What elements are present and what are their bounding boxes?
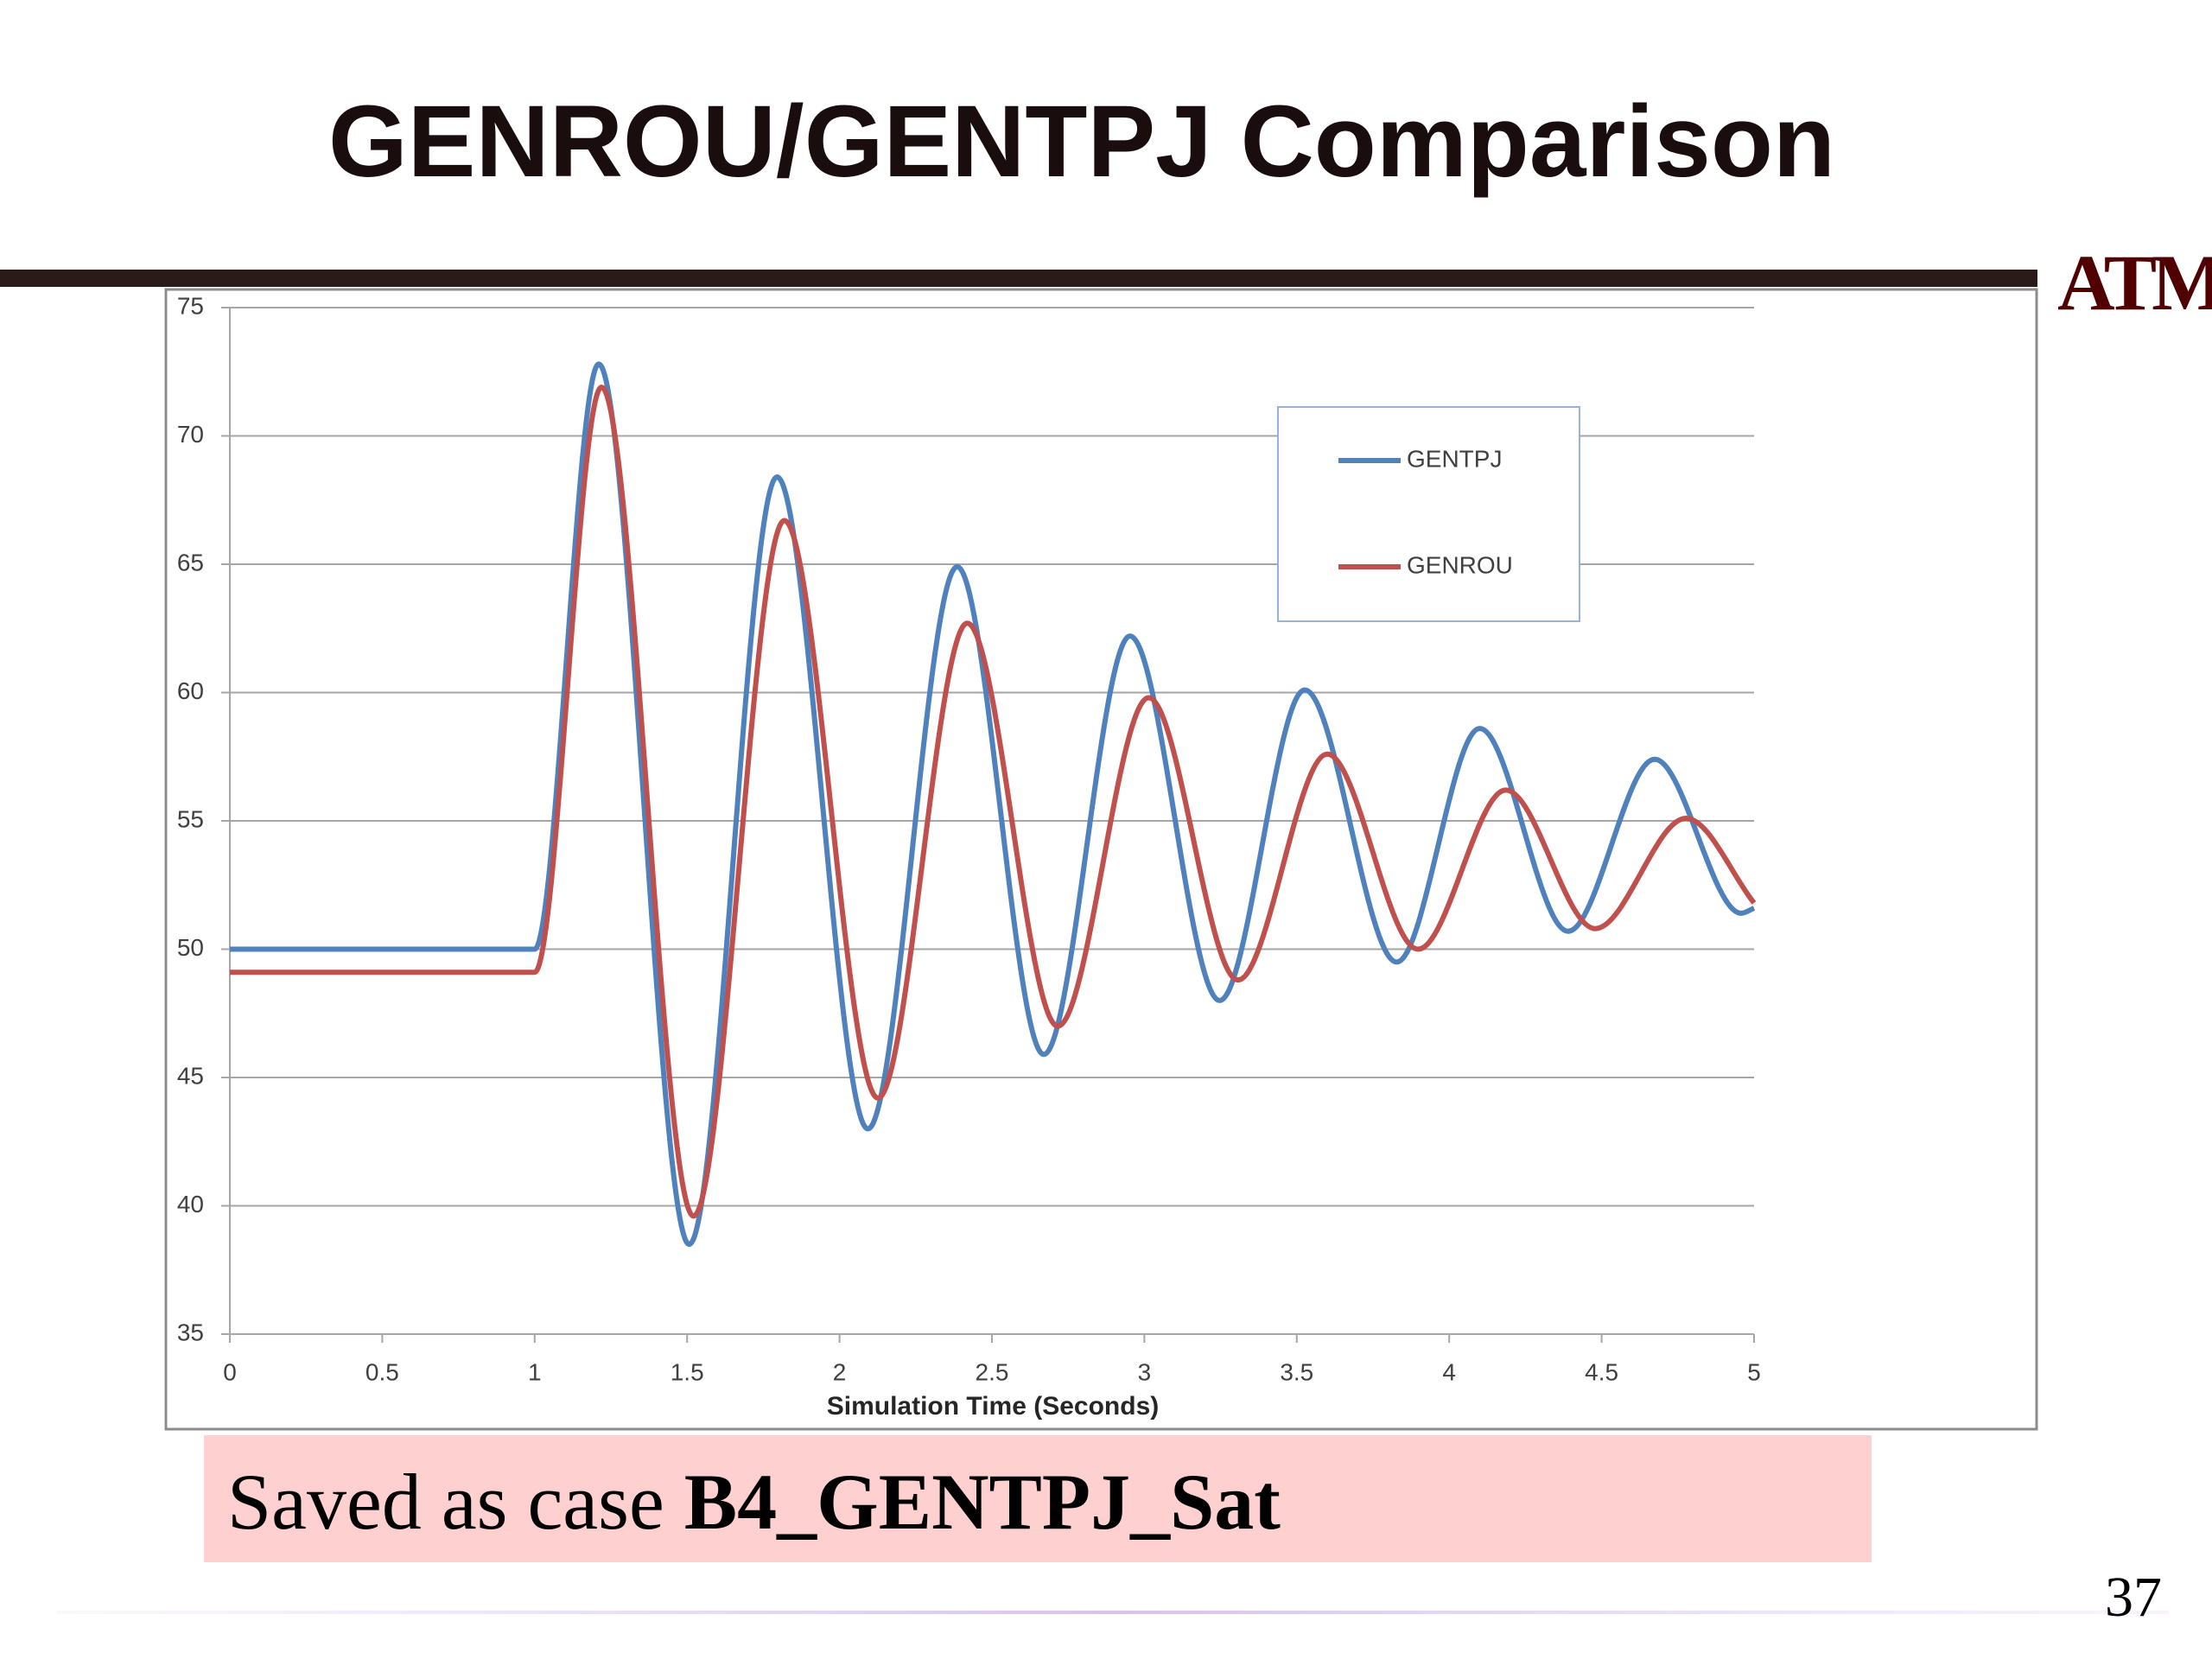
y-tick-label: 35 (177, 1319, 204, 1345)
y-tick-label: 65 (177, 549, 204, 575)
x-tick-label: 2.5 (976, 1358, 1009, 1385)
note-box (204, 1435, 1872, 1562)
x-tick-label: 1 (528, 1358, 542, 1385)
x-tick-label: 3.5 (1280, 1358, 1313, 1385)
footer-rule (57, 1611, 2169, 1614)
legend-label: GENTPJ (1407, 445, 1502, 472)
x-tick-label: 4 (1442, 1358, 1456, 1385)
y-tick-label: 50 (177, 934, 204, 961)
y-tick-label: 70 (177, 421, 204, 448)
note: Saved as case B4_GENTPJ_Sat (227, 1458, 1281, 1546)
note-case: B4_GENTPJ_Sat (684, 1458, 1281, 1546)
plot-area: 35 40 45 50 55 60 65 70 75 0 0.5 1 1.5 2 2.5 3 3.5 4 4.5 5 S… (177, 292, 1761, 1421)
legend-label: GENROU (1407, 551, 1513, 578)
page-number: 37 (2105, 1566, 2162, 1629)
slide-title: GENROU/GENTPJ Comparison (328, 85, 1835, 199)
y-tick-label: 40 (177, 1191, 204, 1217)
series-line (230, 361, 1756, 1248)
y-tick-label: 45 (177, 1062, 204, 1089)
y-tick-label: 60 (177, 677, 204, 704)
x-tick-label: 5 (1747, 1358, 1761, 1385)
legend: GENTPJ GENROU (1277, 406, 1580, 622)
x-tick-label: 2 (833, 1358, 847, 1385)
x-tick-label: 3 (1138, 1358, 1152, 1385)
y-tick-label: 75 (177, 292, 204, 319)
x-tick-label: 0 (223, 1358, 237, 1385)
title-rule (0, 270, 2037, 287)
x-axis-title: Simulation Time (Seconds) (827, 1392, 1160, 1421)
x-tick-label: 0.5 (365, 1358, 399, 1385)
series-line (230, 385, 1757, 1219)
y-tick-label: 55 (177, 805, 204, 832)
x-tick-label: 1.5 (671, 1358, 704, 1385)
legend-box (1277, 406, 1580, 622)
x-tick-label: 4.5 (1585, 1358, 1618, 1385)
note-text: Saved as case (227, 1458, 684, 1546)
logo: ATM (2057, 238, 2212, 327)
